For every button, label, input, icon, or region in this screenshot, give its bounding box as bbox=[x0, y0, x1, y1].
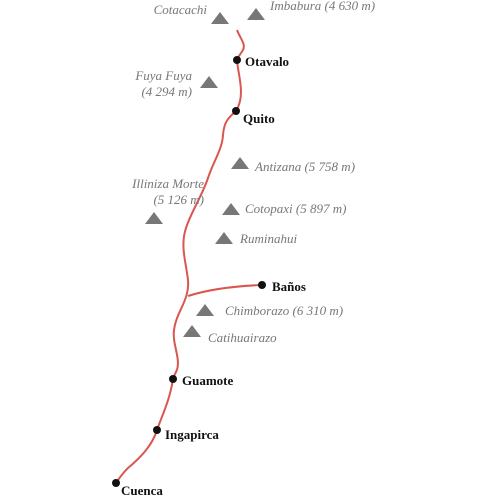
mountain-icon bbox=[200, 76, 218, 88]
route-branch bbox=[187, 284, 263, 297]
mountain-icon bbox=[145, 212, 163, 224]
town-label: Quito bbox=[243, 111, 275, 126]
mountain-label: Ruminahui bbox=[239, 231, 297, 246]
mountain-icon bbox=[196, 304, 214, 316]
town-label: Otavalo bbox=[245, 54, 289, 69]
mountain-label: Antizana (5 758 m) bbox=[254, 159, 355, 174]
town-dot bbox=[112, 479, 120, 487]
mountain-icon bbox=[247, 8, 265, 20]
mountain-label: Chimborazo (6 310 m) bbox=[225, 303, 343, 318]
town-dot bbox=[233, 56, 241, 64]
mountain-icon bbox=[231, 157, 249, 169]
town-dot bbox=[258, 281, 266, 289]
mountain-label: Fuya Fuya bbox=[134, 68, 192, 83]
mountain-label: (5 126 m) bbox=[153, 192, 204, 207]
town-label: Ingapirca bbox=[165, 427, 219, 442]
mountain-icon bbox=[215, 232, 233, 244]
mountain-icon bbox=[183, 325, 201, 337]
mountain-label: Catihuairazo bbox=[208, 330, 277, 345]
mountain-label: Cotacachi bbox=[154, 2, 208, 17]
mountain-label: Illiniza Morte bbox=[131, 176, 204, 191]
town-dot bbox=[153, 426, 161, 434]
mountain-label: Cotopaxi (5 897 m) bbox=[245, 201, 346, 216]
mountain-icon bbox=[211, 12, 229, 24]
town-label: Guamote bbox=[182, 373, 234, 388]
town-label: Baños bbox=[272, 279, 306, 294]
town-label: Cuenca bbox=[121, 483, 163, 498]
mountain-icon bbox=[222, 203, 240, 215]
town-dot bbox=[232, 107, 240, 115]
town-dot bbox=[169, 375, 177, 383]
mountain-label: Imbabura (4 630 m) bbox=[269, 0, 375, 13]
mountain-label: (4 294 m) bbox=[141, 84, 192, 99]
